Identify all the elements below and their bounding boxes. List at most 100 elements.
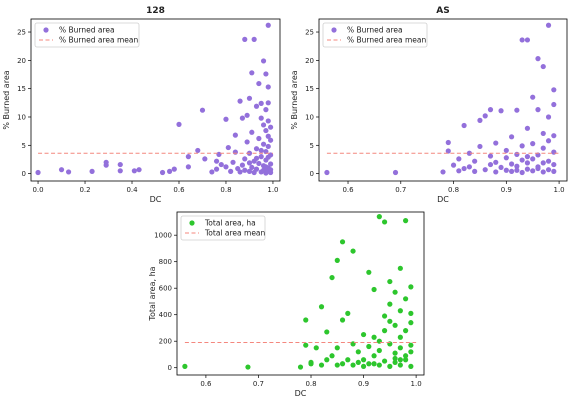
data-point: [397, 308, 403, 314]
data-point: [403, 328, 409, 334]
legend-marker: [189, 220, 195, 226]
subplot-3: 0.6 0.7 0.8 0.9 1.0 0 200 400 600 800 1000 DC Total …: [148, 211, 425, 398]
data-point: [246, 95, 253, 101]
y-tick-label: 600: [159, 285, 172, 293]
data-point: [249, 129, 255, 135]
data-point: [408, 320, 414, 326]
data-point: [242, 156, 248, 162]
data-point: [103, 159, 109, 165]
data-point: [530, 168, 536, 174]
data-point: [258, 147, 264, 154]
data-point: [403, 353, 409, 359]
data-point: [508, 134, 515, 140]
x-tick-label: 0.6: [200, 380, 212, 388]
data-point: [376, 214, 382, 220]
data-point: [461, 122, 467, 129]
data-point: [360, 357, 367, 363]
data-point: [387, 363, 393, 369]
data-point: [487, 107, 494, 113]
legend-entry: % Burned area mean: [59, 36, 138, 45]
data-point: [202, 156, 208, 162]
subplot-2: AS 0.6 0.7 0.8 0.9 1.0 0 5 10 15 20 25 DC % Burned ar…: [290, 6, 568, 204]
data-point: [545, 167, 552, 173]
data-point: [540, 169, 546, 175]
data-point: [303, 317, 309, 323]
data-point: [545, 114, 552, 120]
data-point: [239, 115, 246, 121]
data-point: [182, 363, 188, 369]
legend-entry: Total area, ha: [204, 219, 256, 228]
data-point: [263, 164, 269, 170]
y-tick-label: 20: [305, 57, 314, 65]
y-tick-label: 5: [22, 142, 26, 150]
axes-frame: [176, 211, 425, 376]
legend-frame: [180, 215, 266, 241]
series-1: [35, 22, 274, 176]
data-point: [381, 328, 388, 334]
data-point: [392, 355, 398, 362]
data-point: [514, 151, 520, 157]
x-axis-label: DC: [150, 195, 162, 204]
data-point: [263, 127, 269, 134]
y-tick-label: 25: [17, 29, 26, 37]
data-point: [472, 168, 478, 174]
data-point: [381, 219, 388, 225]
data-point: [477, 143, 483, 150]
data-point: [540, 145, 546, 151]
data-point: [176, 121, 182, 127]
data-point: [213, 158, 220, 164]
data-point: [89, 168, 95, 174]
data-point: [466, 150, 472, 156]
data-point: [159, 169, 166, 176]
data-point: [355, 349, 361, 355]
data-point: [308, 359, 314, 366]
y-tick-label: 0: [310, 170, 314, 178]
data-point: [493, 140, 499, 146]
y-tick-label: 5: [310, 142, 314, 150]
x-tick-label: 0.8: [305, 380, 316, 388]
data-point: [408, 363, 414, 369]
data-point: [324, 357, 330, 363]
data-point: [366, 361, 372, 367]
data-point: [199, 107, 206, 113]
x-tick-label: 0.9: [358, 380, 369, 388]
series-1: [324, 22, 557, 176]
data-point: [477, 117, 483, 123]
axes-frame: [318, 18, 568, 182]
data-point: [503, 167, 509, 173]
legend-entry: % Burned area: [59, 26, 115, 35]
data-point: [350, 248, 356, 254]
data-point: [213, 166, 220, 172]
data-point: [551, 168, 557, 174]
data-point: [265, 143, 271, 150]
data-point: [408, 349, 414, 355]
chart-title: 128: [146, 6, 165, 16]
x-tick-label: 0.4: [126, 186, 138, 194]
data-point: [253, 146, 260, 152]
data-point: [230, 159, 236, 165]
data-point: [392, 169, 399, 176]
data-point: [445, 139, 451, 146]
data-point: [487, 161, 494, 168]
y-tick-label: 10: [17, 113, 26, 121]
data-point: [350, 362, 356, 368]
data-point: [456, 156, 462, 162]
data-point: [339, 317, 346, 323]
data-point: [540, 130, 546, 137]
data-point: [519, 143, 525, 149]
data-point: [253, 103, 260, 109]
data-point: [392, 359, 398, 366]
data-point: [503, 147, 509, 154]
data-point: [508, 168, 515, 174]
y-tick-label: 800: [159, 258, 172, 266]
data-point: [329, 353, 335, 359]
data-point: [246, 168, 253, 174]
legend-marker: [43, 27, 49, 33]
y-axis-label: % Burned area: [290, 70, 299, 129]
data-point: [540, 160, 546, 166]
data-point: [249, 164, 255, 171]
data-point: [530, 94, 536, 100]
data-point: [131, 168, 137, 174]
data-point: [498, 108, 504, 114]
